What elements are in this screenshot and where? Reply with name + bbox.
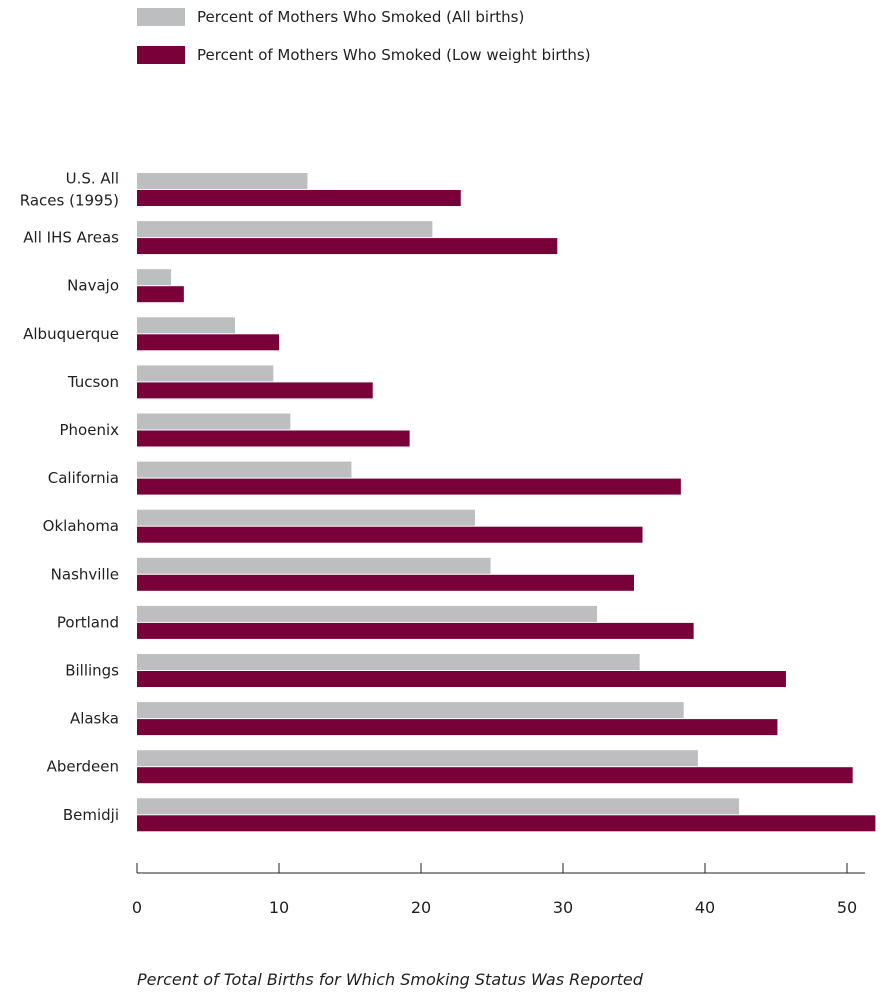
bar-all-births-tucson bbox=[137, 365, 274, 382]
bar-low-weight-phoenix bbox=[137, 430, 410, 447]
bar-all-births-billings bbox=[137, 654, 640, 670]
bar-low-weight-tucson bbox=[137, 382, 373, 399]
x-tick-label-20: 20 bbox=[411, 898, 431, 917]
x-tick-label-10: 10 bbox=[269, 898, 289, 917]
x-tick-label-0: 0 bbox=[132, 898, 142, 917]
bar-all-births-oklahoma bbox=[137, 509, 475, 526]
category-label-navajo: Navajo bbox=[67, 277, 119, 295]
bar-low-weight-california bbox=[137, 478, 681, 495]
category-label-nashville: Nashville bbox=[51, 565, 119, 583]
bar-low-weight-alaska bbox=[137, 719, 778, 736]
category-label-aberdeen: Aberdeen bbox=[47, 758, 119, 776]
legend-item-all-births: Percent of Mothers Who Smoked (All birth… bbox=[137, 8, 524, 26]
category-label-oklahoma: Oklahoma bbox=[43, 517, 119, 535]
category-label-billings: Billings bbox=[65, 662, 119, 680]
bar-low-weight-u-s-all-races-1995 bbox=[137, 190, 461, 206]
bar-all-births-bemidji bbox=[137, 798, 740, 815]
legend-label-low-weight-births: Percent of Mothers Who Smoked (Low weigh… bbox=[197, 46, 591, 64]
category-label-all-ihs-areas: All IHS Areas bbox=[23, 229, 119, 247]
category-label-alaska: Alaska bbox=[70, 710, 119, 728]
bar-low-weight-nashville bbox=[137, 574, 634, 591]
bar-all-births-u-s-all-races-1995 bbox=[137, 173, 308, 189]
category-label-tucson: Tucson bbox=[67, 373, 119, 391]
bar-all-births-phoenix bbox=[137, 413, 291, 430]
bar-all-births-portland bbox=[137, 605, 598, 622]
bar-low-weight-all-ihs-areas bbox=[137, 238, 558, 255]
x-tick-label-50: 50 bbox=[837, 898, 857, 917]
bar-low-weight-navajo bbox=[137, 286, 184, 303]
bar-all-births-navajo bbox=[137, 269, 172, 286]
x-axis-title: Percent of Total Births for Which Smokin… bbox=[137, 970, 643, 989]
bar-low-weight-oklahoma bbox=[137, 526, 643, 543]
bar-low-weight-portland bbox=[137, 622, 694, 639]
bar-all-births-california bbox=[137, 461, 352, 478]
legend-swatch-low-weight-births bbox=[137, 46, 185, 64]
category-label-bemidji: Bemidji bbox=[63, 806, 119, 824]
bar-all-births-aberdeen bbox=[137, 750, 698, 767]
legend-label-all-births: Percent of Mothers Who Smoked (All birth… bbox=[197, 8, 525, 26]
bar-all-births-alaska bbox=[137, 702, 684, 719]
x-tick-label-30: 30 bbox=[553, 898, 573, 917]
x-tick-label-40: 40 bbox=[695, 898, 715, 917]
legend-item-low-weight-births: Percent of Mothers Who Smoked (Low weigh… bbox=[137, 46, 591, 64]
bar-low-weight-bemidji bbox=[137, 815, 876, 832]
category-label-phoenix: Phoenix bbox=[59, 421, 119, 439]
bar-low-weight-albuquerque bbox=[137, 334, 279, 351]
bar-low-weight-billings bbox=[137, 671, 786, 687]
bar-low-weight-aberdeen bbox=[137, 767, 853, 784]
category-label-u-s-all-races-1995: U.S. All Races (1995) bbox=[20, 170, 119, 210]
bar-all-births-nashville bbox=[137, 557, 491, 574]
bar-all-births-albuquerque bbox=[137, 317, 235, 334]
legend-swatch-all-births bbox=[137, 8, 185, 26]
bar-all-births-all-ihs-areas bbox=[137, 221, 433, 238]
category-label-albuquerque: Albuquerque bbox=[23, 325, 119, 343]
category-label-california: California bbox=[48, 469, 119, 487]
category-label-portland: Portland bbox=[57, 613, 119, 631]
